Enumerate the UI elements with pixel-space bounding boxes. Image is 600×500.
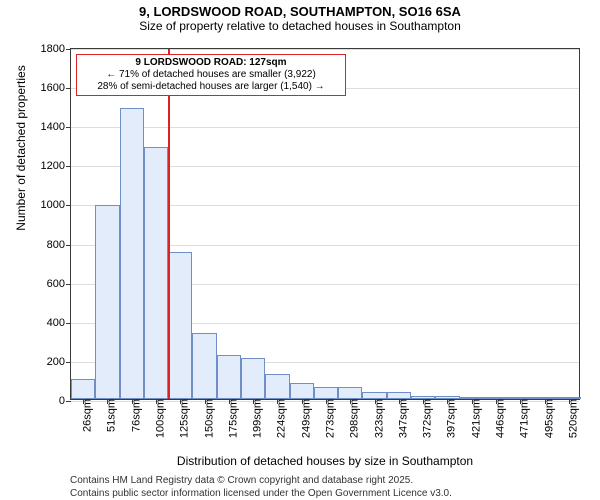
xtick-label: 323sqm [369, 399, 385, 438]
xtick-label: 471sqm [515, 399, 531, 438]
xtick-label: 298sqm [345, 399, 361, 438]
xtick-label: 150sqm [199, 399, 215, 438]
xtick-label: 76sqm [126, 399, 142, 432]
xtick-label: 125sqm [175, 399, 191, 438]
ytick-label: 400 [47, 317, 71, 329]
xtick-label: 100sqm [150, 399, 166, 438]
histogram-bar [314, 387, 338, 399]
xtick-label: 199sqm [248, 399, 264, 438]
grid-line [71, 127, 579, 128]
ytick-label: 1200 [41, 160, 71, 172]
ytick-label: 200 [47, 356, 71, 368]
xtick-label: 175sqm [223, 399, 239, 438]
annotation-line: ← 71% of detached houses are smaller (3,… [81, 69, 341, 81]
xtick-label: 347sqm [393, 399, 409, 438]
histogram-bar [265, 374, 289, 399]
annotation-line: 28% of semi-detached houses are larger (… [81, 81, 341, 93]
xtick-label: 224sqm [272, 399, 288, 438]
ytick-label: 1800 [41, 43, 71, 55]
histogram-bar [217, 355, 241, 399]
title-line1: 9, LORDSWOOD ROAD, SOUTHAMPTON, SO16 6SA [0, 4, 600, 19]
footer-line1: Contains HM Land Registry data © Crown c… [70, 474, 452, 487]
histogram-bar [144, 147, 168, 399]
histogram-bar [241, 358, 265, 399]
footer-line2: Contains public sector information licen… [70, 487, 452, 500]
xtick-label: 372sqm [418, 399, 434, 438]
histogram-bar [192, 333, 216, 399]
ytick-label: 800 [47, 239, 71, 251]
ytick-label: 600 [47, 278, 71, 290]
histogram-bar [71, 379, 95, 399]
plot-area: 9 LORDSWOOD ROAD: 127sqm← 71% of detache… [70, 48, 580, 400]
xtick-label: 51sqm [102, 399, 118, 432]
xtick-label: 397sqm [442, 399, 458, 438]
histogram-bar [95, 205, 119, 399]
histogram-bar [168, 252, 192, 399]
y-axis-label: Number of detached properties [14, 0, 28, 324]
histogram-bar [362, 392, 386, 399]
grid-line [71, 49, 579, 50]
chart-title: 9, LORDSWOOD ROAD, SOUTHAMPTON, SO16 6SA… [0, 4, 600, 33]
histogram-bar [338, 387, 362, 399]
xtick-label: 26sqm [78, 399, 94, 432]
reference-line [168, 49, 170, 399]
chart-container: 9, LORDSWOOD ROAD, SOUTHAMPTON, SO16 6SA… [0, 0, 600, 500]
xtick-label: 495sqm [539, 399, 555, 438]
histogram-bar [120, 108, 144, 399]
ytick-label: 1400 [41, 121, 71, 133]
histogram-bar [290, 383, 314, 399]
ytick-label: 1000 [41, 199, 71, 211]
histogram-bar [387, 392, 411, 399]
xtick-label: 446sqm [490, 399, 506, 438]
ytick-label: 0 [59, 395, 71, 407]
xtick-label: 249sqm [296, 399, 312, 438]
ytick-label: 1600 [41, 82, 71, 94]
reference-annotation-box: 9 LORDSWOOD ROAD: 127sqm← 71% of detache… [76, 54, 346, 96]
xtick-label: 421sqm [466, 399, 482, 438]
footer-attribution: Contains HM Land Registry data © Crown c… [70, 474, 452, 500]
title-line2: Size of property relative to detached ho… [0, 19, 600, 33]
xtick-label: 273sqm [320, 399, 336, 438]
annotation-line: 9 LORDSWOOD ROAD: 127sqm [81, 57, 341, 69]
x-axis-label: Distribution of detached houses by size … [70, 454, 580, 468]
xtick-label: 520sqm [563, 399, 579, 438]
